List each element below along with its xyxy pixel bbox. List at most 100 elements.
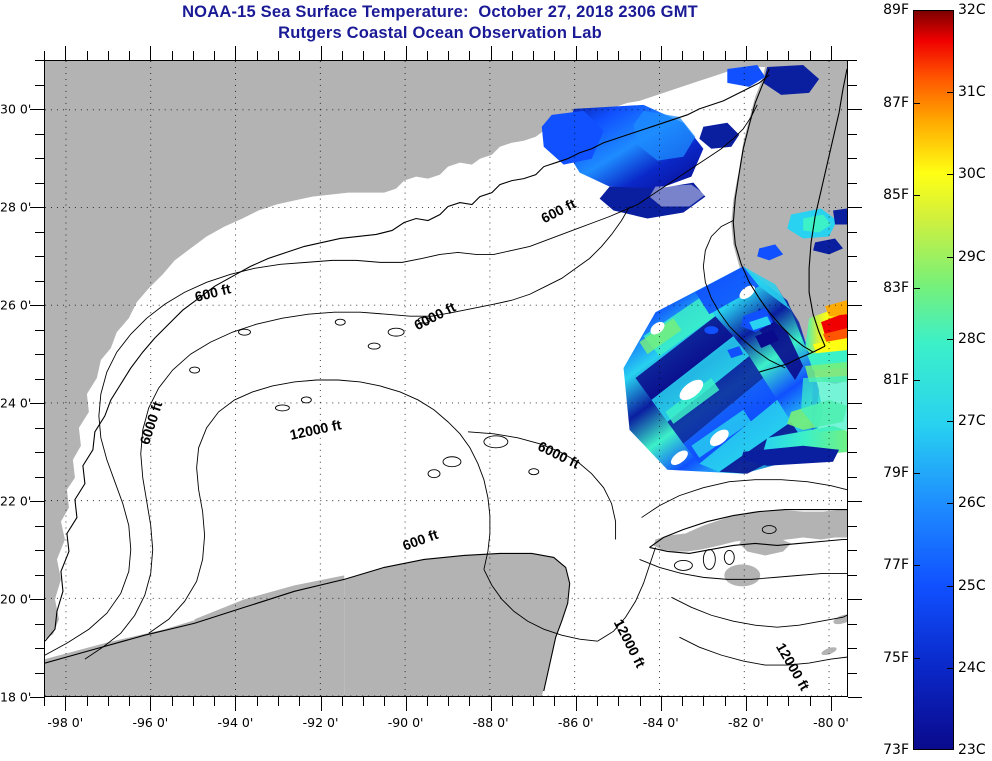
y-axis-right-tick — [848, 378, 857, 380]
y-axis-right-tick — [848, 158, 857, 159]
x-axis-top-tick — [639, 51, 641, 60]
x-axis-top-tick — [809, 51, 811, 60]
colorbar-fahrenheit-label: 81F — [883, 372, 909, 388]
yucatan-peninsula — [45, 553, 570, 696]
colorbar-celsius-label: 23C — [958, 742, 986, 758]
x-axis-minor-tick — [618, 697, 620, 706]
bahamas-cays — [821, 614, 847, 656]
x-axis-top-tick — [277, 51, 279, 60]
x-axis-top-tick — [724, 51, 726, 60]
x-axis-top-tick — [703, 51, 705, 60]
x-axis-minor-tick — [511, 697, 513, 706]
x-axis-top-tick — [150, 46, 152, 60]
x-axis-minor-tick — [788, 697, 790, 706]
y-axis-minor-tick — [35, 672, 44, 674]
x-axis-top-tick — [448, 51, 450, 60]
y-axis-right-tick — [848, 501, 862, 502]
y-axis-major-tick — [30, 207, 44, 208]
x-axis-minor-tick — [724, 697, 726, 706]
y-axis-right-tick — [848, 182, 857, 184]
colorbar-celsius-tick — [947, 92, 953, 94]
graticule-layer — [45, 61, 847, 696]
y-axis-right-tick — [848, 231, 857, 233]
x-axis-top-tick — [405, 46, 407, 60]
y-axis-right-tick — [848, 648, 857, 649]
y-axis-label: 28 0' — [0, 199, 32, 215]
x-axis-minor-tick — [703, 697, 705, 706]
x-axis-label: -88 0' — [472, 715, 509, 730]
x-axis-minor-tick — [44, 697, 45, 706]
y-axis-right-tick — [848, 84, 857, 86]
y-axis-minor-tick — [35, 452, 44, 453]
colorbar-celsius-tick — [947, 174, 953, 176]
x-axis-major-tick — [490, 697, 492, 711]
x-axis-minor-tick — [533, 697, 535, 706]
y-axis-minor-tick — [35, 378, 44, 380]
sst-colorbar — [913, 10, 954, 750]
colorbar-fahrenheit-label: 83F — [883, 279, 909, 296]
x-axis-minor-tick — [469, 697, 471, 706]
y-axis-minor-tick — [35, 550, 44, 551]
x-axis-top-tick — [575, 46, 577, 60]
y-axis-minor-tick — [35, 354, 44, 355]
cuba-landmass — [653, 509, 847, 556]
y-axis-right-tick — [848, 207, 862, 208]
x-axis-top-tick — [86, 51, 88, 60]
x-axis-top-tick — [341, 51, 343, 60]
chart-title: NOAA-15 Sea Surface Temperature: October… — [0, 2, 880, 44]
x-axis-top-tick — [299, 51, 301, 60]
x-axis-label: -84 0' — [642, 715, 679, 730]
colorbar-fahrenheit-label: 85F — [883, 187, 909, 203]
x-axis-top-tick — [65, 46, 67, 60]
x-axis-top-tick — [44, 51, 45, 60]
x-axis-label: -90 0' — [387, 715, 424, 730]
y-axis-label: 30 0' — [0, 101, 32, 117]
x-axis-label: -94 0' — [217, 715, 254, 730]
colorbar-celsius-label: 26C — [958, 495, 986, 512]
x-axis-top-tick — [214, 51, 216, 60]
x-axis-minor-tick — [597, 697, 599, 706]
x-axis-label: -82 0' — [728, 715, 764, 730]
colorbar-fahrenheit-tick — [914, 657, 920, 659]
x-axis-label: -98 0' — [47, 715, 84, 730]
x-axis-top-tick — [745, 46, 747, 60]
x-axis-major-tick — [405, 697, 407, 711]
y-axis-right-tick — [848, 403, 862, 404]
x-axis-minor-tick — [363, 697, 365, 706]
y-axis-right-tick — [848, 133, 857, 135]
colorbar-celsius-label: 27C — [958, 413, 986, 430]
y-axis-right-tick — [848, 60, 857, 61]
y-axis-label: 18 0' — [0, 689, 32, 705]
x-axis-top-tick — [554, 51, 556, 60]
x-axis-top-tick — [171, 51, 173, 60]
sst-swath-apalachee — [541, 64, 820, 219]
x-axis-major-tick — [745, 697, 747, 711]
y-axis-right-tick — [848, 599, 862, 600]
y-axis-major-tick — [30, 697, 44, 698]
y-axis-right-tick — [848, 476, 857, 478]
colorbar-celsius-label: 30C — [958, 166, 986, 183]
x-axis-minor-tick — [682, 697, 684, 706]
colorbar-celsius-tick — [947, 256, 953, 258]
x-axis-top-tick — [235, 46, 237, 60]
y-axis-minor-tick — [35, 158, 44, 159]
colorbar-fahrenheit-tick — [914, 565, 920, 566]
x-axis-major-tick — [320, 697, 322, 711]
y-axis-right-tick — [848, 623, 857, 625]
sst-small-patches — [704, 308, 780, 359]
y-axis-minor-tick — [35, 60, 44, 61]
x-axis-minor-tick — [554, 697, 556, 706]
colorbar-fahrenheit-tick — [914, 102, 920, 104]
y-axis-minor-tick — [35, 648, 44, 649]
x-axis-top-tick — [320, 46, 322, 60]
sst-patches-east-florida — [757, 208, 847, 261]
y-axis-minor-tick — [35, 427, 44, 429]
y-axis-minor-tick — [35, 256, 44, 257]
x-axis-minor-tick — [639, 697, 641, 706]
x-axis-major-tick — [830, 697, 832, 711]
y-axis-right-tick — [848, 525, 857, 527]
colorbar-celsius-label: 31C — [958, 84, 986, 101]
y-axis-right-tick — [848, 354, 857, 355]
x-axis-major-tick — [150, 697, 152, 711]
sst-data-layer — [541, 64, 847, 474]
